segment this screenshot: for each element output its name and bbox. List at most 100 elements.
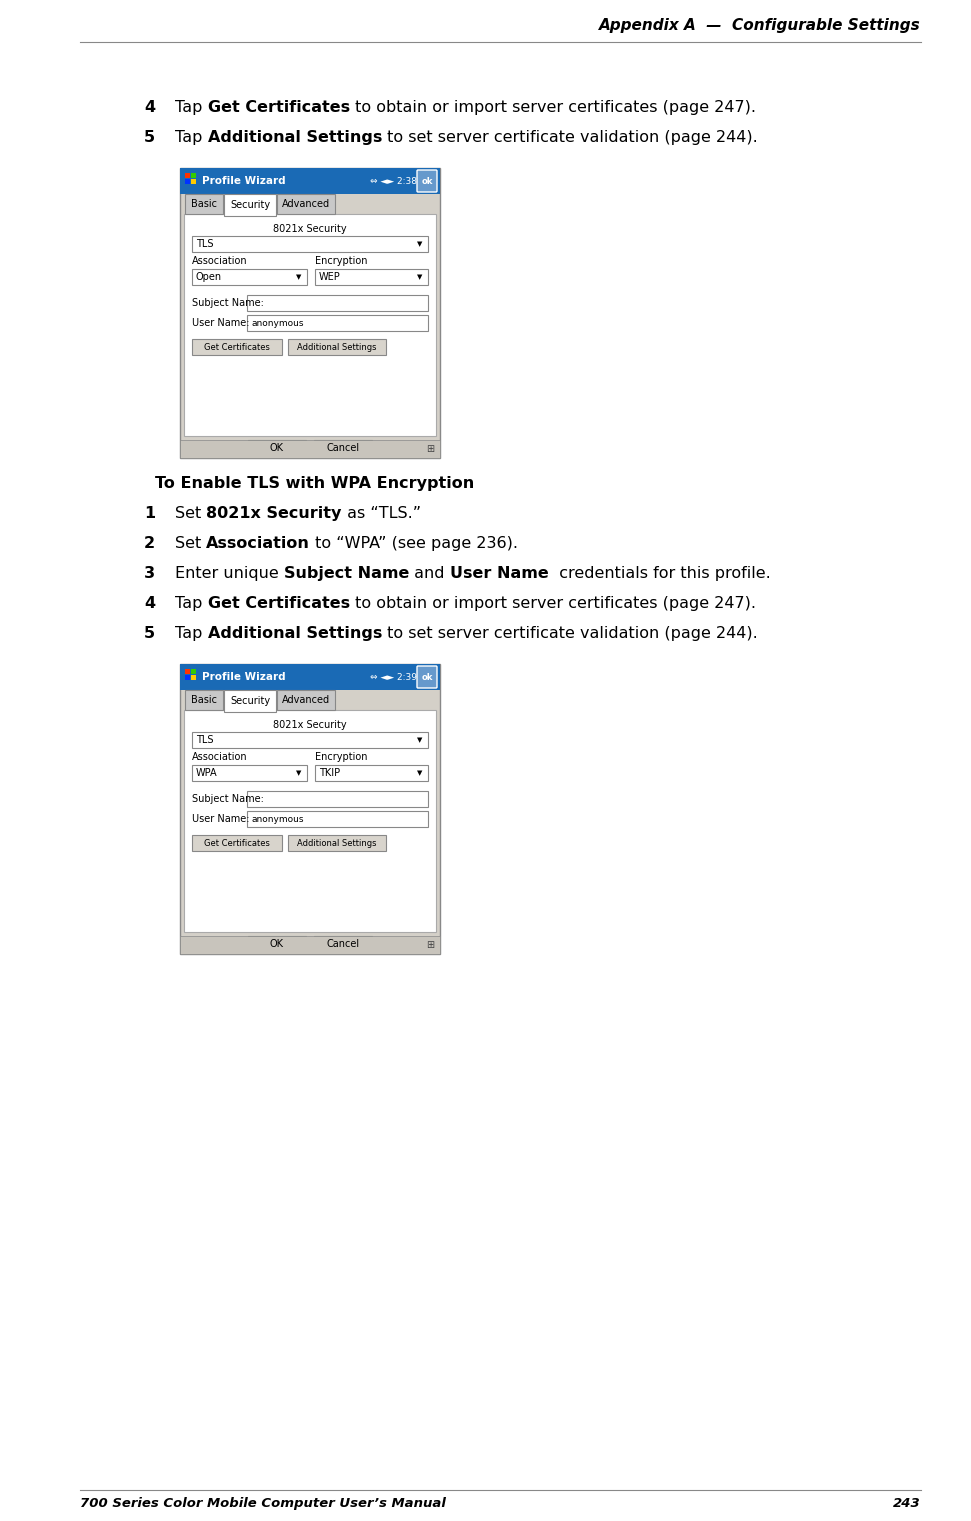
Text: ok: ok (421, 672, 433, 681)
Text: Set: Set (175, 506, 207, 522)
FancyBboxPatch shape (417, 666, 437, 687)
Text: ▼: ▼ (418, 274, 422, 280)
Text: Get Certificates: Get Certificates (204, 838, 270, 847)
Bar (192, 269, 307, 284)
Bar (277, 691, 335, 710)
Text: ⇔ ◄► 2:38: ⇔ ◄► 2:38 (370, 176, 417, 186)
Text: User Name: User Name (450, 566, 549, 581)
Bar (180, 440, 440, 458)
Text: Additional Settings: Additional Settings (208, 627, 382, 640)
Text: Advanced: Advanced (282, 199, 330, 208)
Bar (184, 214, 436, 437)
Text: anonymous: anonymous (251, 815, 304, 823)
Text: Security: Security (230, 199, 270, 210)
Bar (185, 195, 223, 214)
Bar (185, 691, 223, 710)
Text: to obtain or import server certificates (page 247).: to obtain or import server certificates … (350, 100, 755, 116)
Text: Get Certificates: Get Certificates (204, 342, 270, 351)
Text: Cancel: Cancel (326, 443, 359, 453)
Text: TLS: TLS (196, 735, 214, 745)
Bar (185, 675, 190, 680)
Text: OK: OK (270, 443, 284, 453)
Bar (180, 167, 440, 458)
Bar (314, 440, 372, 456)
Text: 8021x Security: 8021x Security (207, 506, 342, 522)
Text: 5: 5 (144, 627, 155, 640)
Text: 3: 3 (144, 566, 155, 581)
Text: Encryption: Encryption (315, 751, 367, 762)
Text: ▼: ▼ (296, 274, 302, 280)
Text: 8021x Security: 8021x Security (273, 719, 347, 730)
Text: and: and (409, 566, 450, 581)
Bar (192, 339, 282, 354)
Bar (192, 835, 282, 852)
Text: Tap: Tap (175, 129, 208, 144)
Bar (288, 339, 386, 354)
Bar (288, 835, 386, 852)
Text: TKIP: TKIP (319, 768, 340, 779)
Text: User Name:: User Name: (192, 318, 250, 329)
Bar (315, 269, 428, 284)
Text: Profile Wizard: Profile Wizard (202, 176, 285, 186)
Text: ▼: ▼ (296, 770, 302, 776)
Bar (191, 173, 196, 178)
Text: Security: Security (230, 697, 270, 706)
Bar (247, 295, 428, 310)
Text: Tap: Tap (175, 627, 208, 640)
Bar (180, 935, 440, 954)
Text: to obtain or import server certificates (page 247).: to obtain or import server certificates … (350, 596, 755, 611)
Bar (315, 765, 428, 780)
Text: 1: 1 (144, 506, 155, 522)
Text: 2: 2 (144, 535, 155, 551)
Text: ▼: ▼ (418, 770, 422, 776)
Text: Subject Name:: Subject Name: (192, 794, 264, 805)
Text: as “TLS.”: as “TLS.” (342, 506, 420, 522)
Text: Open: Open (196, 272, 222, 281)
Text: Additional Settings: Additional Settings (297, 342, 377, 351)
Text: ▼: ▼ (418, 738, 422, 742)
Text: 4: 4 (144, 100, 155, 116)
Text: Cancel: Cancel (326, 938, 359, 949)
FancyBboxPatch shape (417, 170, 437, 192)
Text: TLS: TLS (196, 239, 214, 249)
Bar (192, 732, 428, 748)
Text: ok: ok (421, 176, 433, 186)
Text: ⊞: ⊞ (426, 940, 434, 951)
Bar (192, 765, 307, 780)
Text: Get Certificates: Get Certificates (208, 596, 350, 611)
Text: Basic: Basic (191, 199, 217, 208)
Text: WEP: WEP (319, 272, 341, 281)
Text: Profile Wizard: Profile Wizard (202, 672, 285, 681)
Text: ▼: ▼ (418, 240, 422, 246)
Text: 5: 5 (144, 129, 155, 144)
Bar (185, 173, 190, 178)
Bar (247, 791, 428, 808)
Bar (224, 691, 276, 712)
Text: 700 Series Color Mobile Computer User’s Manual: 700 Series Color Mobile Computer User’s … (80, 1497, 446, 1510)
Text: Subject Name:: Subject Name: (192, 298, 264, 307)
Bar (185, 669, 190, 674)
Bar (192, 236, 428, 252)
Bar (248, 440, 306, 456)
Bar (180, 665, 440, 691)
Bar (185, 179, 190, 184)
Bar (191, 179, 196, 184)
Text: Subject Name: Subject Name (284, 566, 409, 581)
Bar (247, 811, 428, 827)
Text: Tap: Tap (175, 100, 208, 116)
Text: to set server certificate validation (page 244).: to set server certificate validation (pa… (382, 627, 757, 640)
Text: Set: Set (175, 535, 207, 551)
Text: WPA: WPA (196, 768, 218, 779)
Text: Association: Association (192, 751, 248, 762)
Text: Encryption: Encryption (315, 256, 367, 266)
Text: Basic: Basic (191, 695, 217, 706)
Bar (277, 195, 335, 214)
Text: Advanced: Advanced (282, 695, 330, 706)
Text: to “WPA” (see page 236).: to “WPA” (see page 236). (311, 535, 519, 551)
Text: Association: Association (192, 256, 248, 266)
Text: Appendix A  —  Configurable Settings: Appendix A — Configurable Settings (599, 18, 921, 33)
Bar (191, 669, 196, 674)
Text: Enter unique: Enter unique (175, 566, 284, 581)
Bar (224, 195, 276, 216)
Text: Association: Association (207, 535, 311, 551)
